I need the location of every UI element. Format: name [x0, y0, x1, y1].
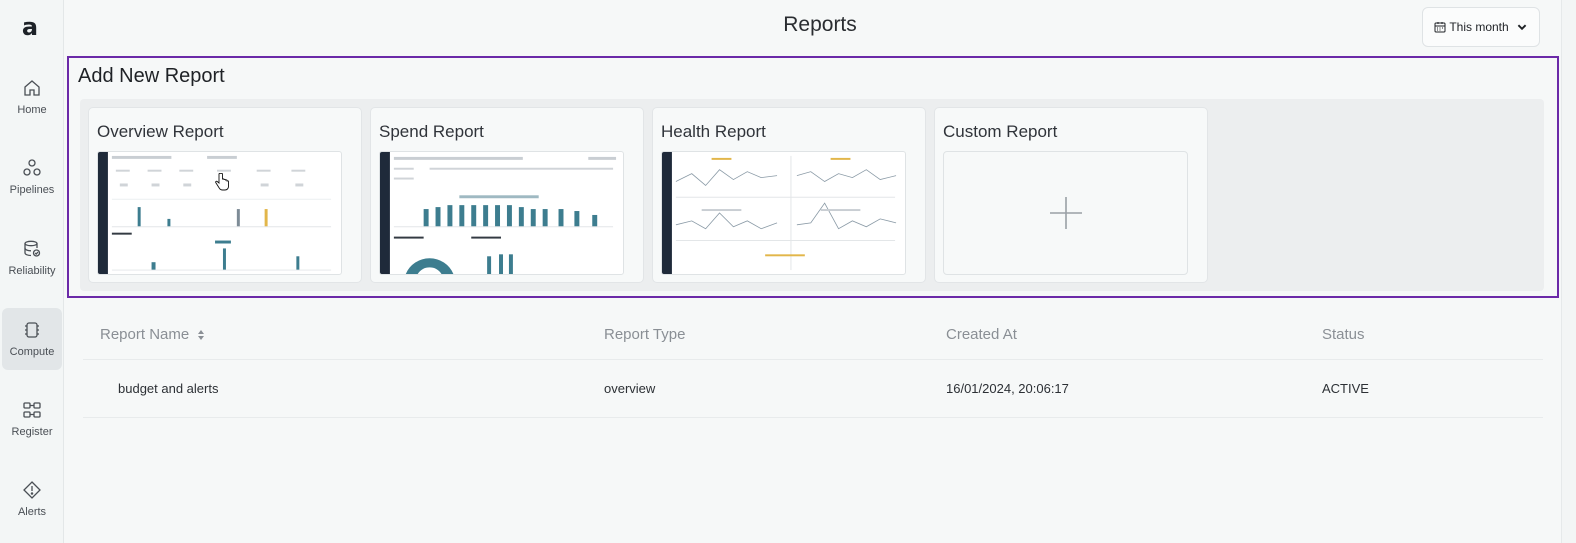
sidebar: a Home Pipelines Reliability Compute [0, 0, 64, 543]
column-header-created-at: Created At [946, 326, 1017, 343]
sidebar-item-label: Reliability [8, 265, 56, 277]
sidebar-item-register[interactable]: Register [2, 388, 62, 450]
status-cell: ACTIVE [1322, 381, 1369, 396]
report-name-link[interactable]: budget and alerts [118, 381, 219, 396]
table-header-row: Report Name Report Type Created At Statu… [83, 310, 1543, 360]
sidebar-item-label: Compute [9, 346, 55, 358]
card-title: Health Report [661, 122, 766, 141]
register-icon [23, 402, 41, 418]
custom-report-card[interactable]: Custom Report [934, 107, 1208, 283]
date-filter-label: This month [1449, 20, 1509, 34]
table-row: budget and alerts overview 16/01/2024, 2… [83, 360, 1543, 418]
card-title: Custom Report [943, 122, 1058, 141]
overview-report-card[interactable]: Overview Report [88, 107, 362, 283]
sidebar-item-compute[interactable]: Compute [2, 308, 62, 370]
date-filter-button[interactable]: This month [1422, 7, 1540, 47]
sidebar-item-pipelines[interactable]: Pipelines [2, 146, 62, 208]
sidebar-item-home[interactable]: Home [2, 66, 62, 128]
spend-report-card[interactable]: Spend Report [370, 107, 644, 283]
column-header-report-type: Report Type [604, 326, 686, 343]
compute-icon [25, 322, 39, 338]
column-header-report-name[interactable]: Report Name [100, 310, 207, 359]
sort-icon [198, 329, 205, 340]
card-title: Spend Report [379, 122, 484, 141]
sidebar-item-label: Alerts [17, 506, 47, 518]
reliability-icon [24, 240, 41, 257]
health-report-card[interactable]: Health Report [652, 107, 926, 283]
sidebar-item-alerts[interactable]: Alerts [2, 468, 62, 530]
add-report-panel: Add New Report Overview Report [67, 56, 1559, 298]
report-type-cell: overview [604, 381, 656, 396]
cursor-hand-icon [215, 173, 229, 191]
home-icon [24, 80, 40, 96]
add-report-title: Add New Report [78, 65, 225, 87]
scrollbar[interactable] [1561, 0, 1576, 543]
overview-report-thumbnail [97, 151, 342, 275]
reports-table: Report Name Report Type Created At Statu… [83, 310, 1543, 418]
sidebar-item-reliability[interactable]: Reliability [2, 227, 62, 289]
add-custom-report-box[interactable] [943, 151, 1188, 275]
calendar-icon [1434, 22, 1446, 33]
sidebar-item-label: Pipelines [9, 184, 55, 196]
chevron-down-icon [1517, 24, 1526, 31]
report-cards-strip: Overview Report [80, 99, 1544, 291]
health-report-thumbnail [661, 151, 906, 275]
alerts-icon [23, 481, 41, 499]
column-header-status: Status [1322, 326, 1365, 343]
page-title: Reports [783, 13, 857, 36]
sidebar-item-label: Register [11, 426, 53, 438]
app-logo[interactable]: a [21, 13, 39, 41]
plus-icon [1049, 197, 1082, 229]
card-title: Overview Report [97, 122, 224, 141]
sidebar-item-label: Home [17, 104, 47, 116]
created-at-cell: 16/01/2024, 20:06:17 [946, 381, 1069, 396]
spend-report-thumbnail [379, 151, 624, 275]
pipelines-icon [23, 159, 41, 176]
